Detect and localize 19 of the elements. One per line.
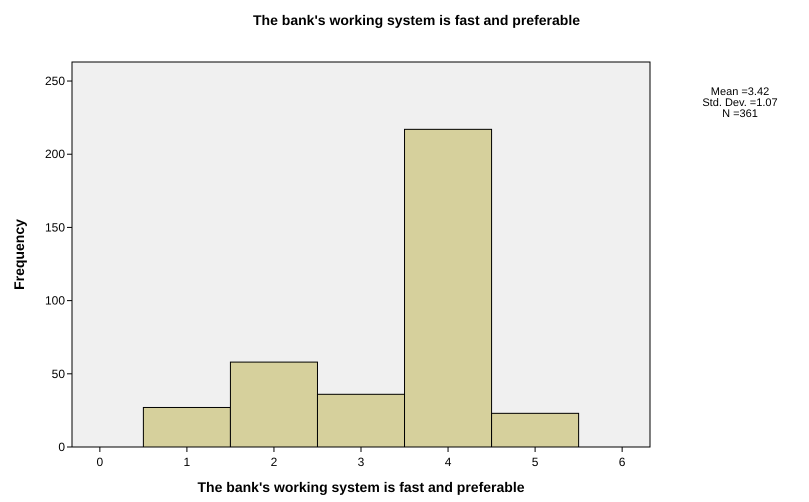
x-tick-label: 0 — [96, 455, 104, 469]
y-tick-label: 150 — [44, 220, 66, 234]
x-tick-label: 2 — [270, 455, 278, 469]
y-tick-label: 100 — [44, 294, 66, 308]
x-tick-label: 3 — [358, 455, 365, 469]
text: N =361 — [722, 108, 758, 120]
x-tick-label: 6 — [618, 455, 626, 469]
text: Std. Dev. =1.07 — [702, 97, 778, 109]
x-axis-title: The bank's working system is fast and preferable — [198, 479, 525, 495]
y-axis-title: Frequency — [11, 218, 27, 290]
x-tick-label: 5 — [532, 455, 539, 469]
y-tick-label: 200 — [44, 147, 66, 162]
text: Mean =3.42 — [710, 86, 770, 98]
y-tick-label: 50 — [52, 366, 66, 381]
x-tick-label: 1 — [184, 455, 191, 469]
chart-title: The bank's working system is fast and preferable — [253, 12, 580, 28]
y-tick-label: 0 — [58, 440, 66, 454]
x-tick-label: 4 — [444, 455, 452, 469]
y-tick-label: 250 — [44, 74, 66, 88]
